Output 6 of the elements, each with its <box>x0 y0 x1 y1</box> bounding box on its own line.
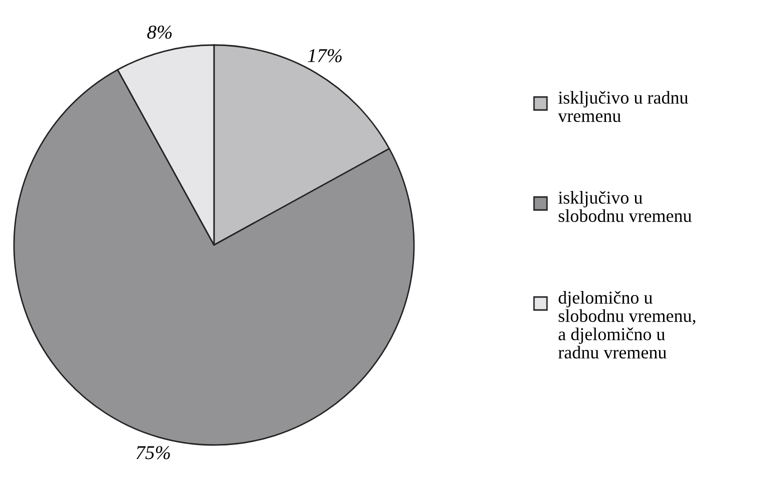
legend-label: isključivo u radnu vremenu <box>558 91 688 122</box>
data-label: 8% <box>147 26 172 39</box>
data-label: 17% <box>308 49 342 62</box>
legend-label: djelomično u slobodnu vremenu, a djelomično u radnu vremenu <box>558 291 696 359</box>
legend-label: isključivo u slobodnu vremenu <box>558 191 692 222</box>
data-label: 75% <box>136 446 170 460</box>
